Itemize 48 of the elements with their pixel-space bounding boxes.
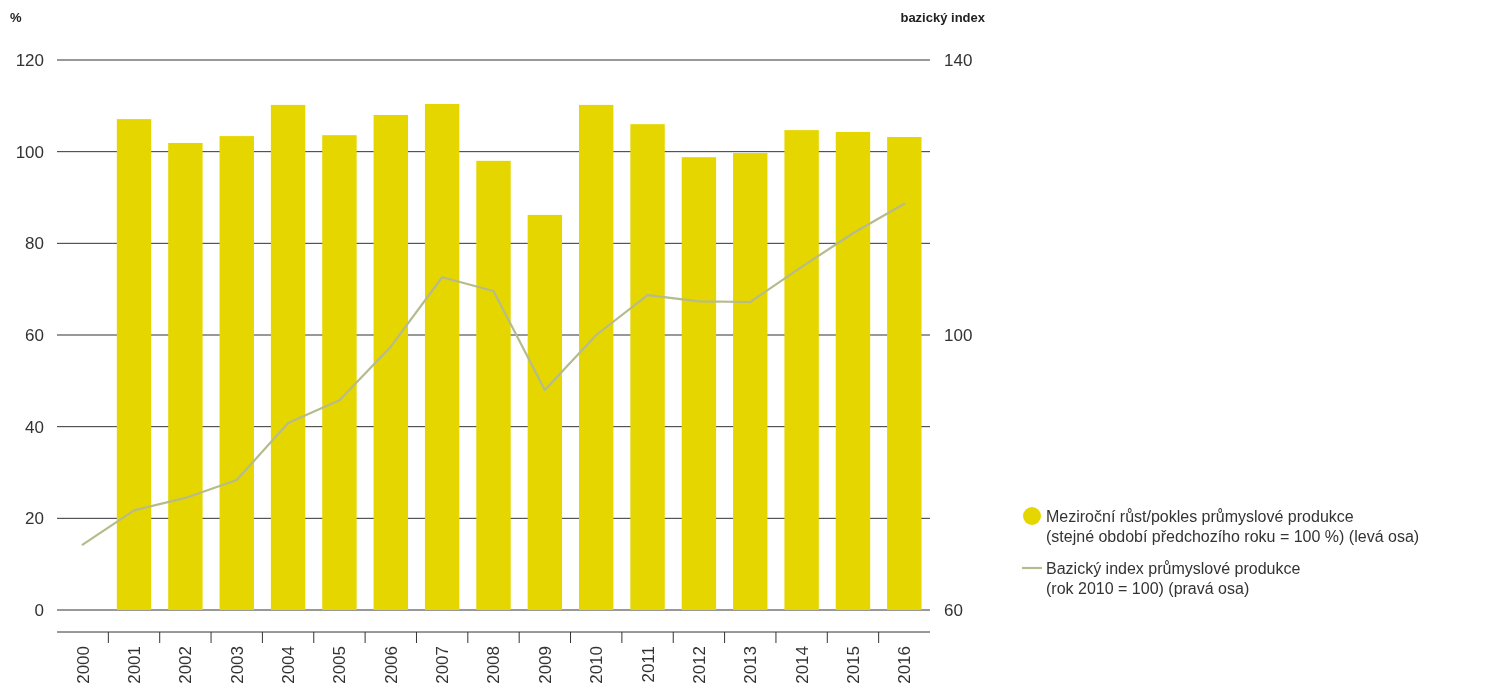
bar bbox=[681, 157, 717, 610]
x-tick-label: 2002 bbox=[176, 646, 196, 684]
y-axis-title: % bbox=[10, 10, 22, 25]
bar bbox=[116, 119, 152, 610]
bar bbox=[270, 104, 306, 610]
legend-label: Meziroční růst/pokles průmyslové produkce (stejné období předchozího roku = 100 %) (levá osa) bbox=[1046, 507, 1420, 545]
x-tick-label: 2013 bbox=[741, 646, 761, 684]
x-tick-label: 2011 bbox=[638, 646, 658, 683]
x-tick-label: 2010 bbox=[587, 646, 607, 684]
x-tick-label: 2015 bbox=[843, 646, 863, 684]
x-tick-label: 2016 bbox=[895, 646, 915, 684]
x-tick-label: 2009 bbox=[535, 646, 555, 684]
bar bbox=[373, 115, 408, 610]
x-tick-label: 2003 bbox=[227, 646, 247, 684]
bar bbox=[322, 135, 357, 610]
y2-tick-label: 60 bbox=[944, 600, 963, 620]
y-tick-label: 100 bbox=[15, 142, 44, 162]
bar bbox=[579, 104, 614, 610]
bar bbox=[887, 137, 922, 610]
y2-tick-label: 100 bbox=[944, 325, 973, 345]
bar bbox=[630, 124, 665, 610]
x-tick-label: 2007 bbox=[433, 646, 453, 684]
x-tick-label: 2006 bbox=[381, 646, 401, 684]
x-tick-label: 2014 bbox=[792, 646, 812, 684]
bar bbox=[424, 104, 460, 610]
x-tick-label: 2000 bbox=[73, 646, 93, 684]
y-tick-label: 0 bbox=[34, 600, 44, 620]
y-tick-label: 80 bbox=[25, 234, 44, 254]
bar bbox=[476, 160, 511, 610]
x-tick-label: 2001 bbox=[124, 646, 144, 684]
x-tick-label: 2008 bbox=[484, 646, 504, 684]
x-tick-label: 2012 bbox=[689, 646, 709, 684]
y-tick-label: 20 bbox=[25, 509, 44, 529]
bar bbox=[784, 130, 819, 610]
line-series bbox=[81, 202, 906, 546]
bar bbox=[168, 142, 203, 610]
y2-axis-title: bazický index bbox=[900, 10, 986, 25]
x-tick-label: 2005 bbox=[330, 646, 350, 684]
bar bbox=[733, 153, 768, 610]
y-tick-label: 120 bbox=[15, 50, 44, 70]
x-tick-label: 2004 bbox=[279, 646, 299, 684]
y2-tick-label: 140 bbox=[944, 50, 973, 70]
bar bbox=[835, 131, 871, 610]
legend-label: Bazický index průmyslové produkce (rok 2010 = 100) (pravá osa) bbox=[1046, 559, 1301, 597]
bar bbox=[527, 214, 563, 610]
bar bbox=[219, 136, 254, 610]
y-tick-label: 40 bbox=[25, 417, 44, 437]
y-tick-label: 60 bbox=[25, 325, 44, 345]
